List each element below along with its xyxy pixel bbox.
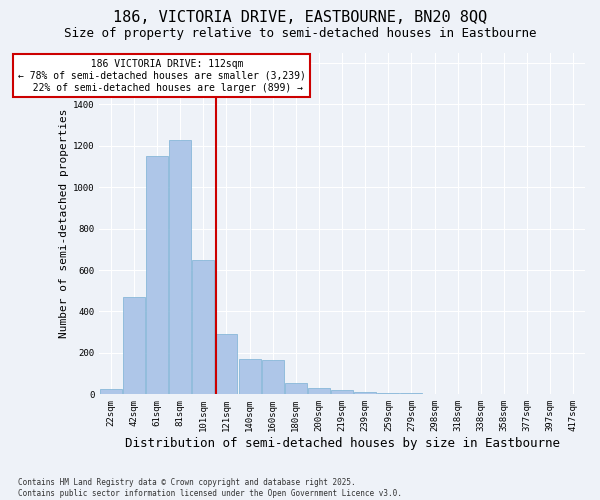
Bar — [146, 156, 168, 394]
Bar — [308, 388, 330, 394]
Text: 186 VICTORIA DRIVE: 112sqm
← 78% of semi-detached houses are smaller (3,239)
  2: 186 VICTORIA DRIVE: 112sqm ← 78% of semi… — [17, 60, 305, 92]
Text: 186, VICTORIA DRIVE, EASTBOURNE, BN20 8QQ: 186, VICTORIA DRIVE, EASTBOURNE, BN20 8Q… — [113, 10, 487, 25]
Bar — [331, 390, 353, 394]
Bar — [377, 392, 400, 394]
Bar — [354, 392, 376, 394]
Bar — [215, 334, 238, 394]
Bar — [285, 383, 307, 394]
Bar — [239, 359, 260, 394]
Bar — [169, 140, 191, 394]
Bar — [262, 360, 284, 394]
Y-axis label: Number of semi-detached properties: Number of semi-detached properties — [59, 108, 68, 338]
X-axis label: Distribution of semi-detached houses by size in Eastbourne: Distribution of semi-detached houses by … — [125, 437, 560, 450]
Text: Contains HM Land Registry data © Crown copyright and database right 2025.
Contai: Contains HM Land Registry data © Crown c… — [18, 478, 402, 498]
Bar — [192, 260, 214, 394]
Bar — [123, 297, 145, 394]
Bar — [100, 389, 122, 394]
Text: Size of property relative to semi-detached houses in Eastbourne: Size of property relative to semi-detach… — [64, 28, 536, 40]
